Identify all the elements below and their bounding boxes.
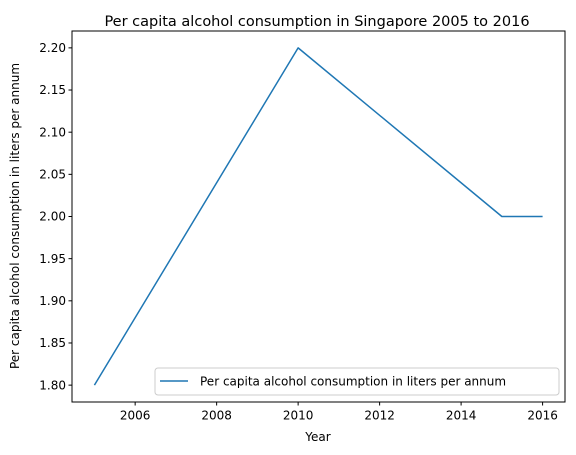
series-line [93,47,543,386]
y-tick-label: 2.00 [39,210,66,224]
y-tick-label: 1.95 [39,252,66,266]
y-axis-title: Per capita alcohol consumption in liters… [8,63,22,369]
legend-label: Per capita alcohol consumption in liters… [200,375,506,389]
series-layer [93,47,543,386]
x-axis-title: Year [304,430,330,444]
y-tick-label: 1.90 [39,294,66,308]
plot-frame [71,30,566,403]
y-tick-label: 2.20 [39,41,66,55]
plot-area: 1.80 1.85 1.90 1.95 2.00 2.05 2.10 2.15 2.20 200… [39,30,566,423]
x-tick-label: 2008 [201,409,232,423]
y-tick-label: 2.10 [39,125,66,139]
legend: Per capita alcohol consumption in liters… [154,367,560,396]
x-tick-label: 2016 [527,409,558,423]
legend-box [154,367,560,396]
x-tick-label: 2014 [446,409,477,423]
y-tick-label: 1.85 [39,336,66,350]
x-tick-label: 2006 [120,409,151,423]
x-tick-label: 2010 [283,409,314,423]
chart-title: Per capita alcohol consumption in Singap… [104,14,529,30]
x-tick-label: 2012 [364,409,395,423]
y-tick-label: 2.15 [39,83,66,97]
x-axis: 2006 2008 2010 2012 2014 2016 [120,402,558,423]
y-tick-label: 2.05 [39,168,66,182]
y-axis: 1.80 1.85 1.90 1.95 2.00 2.05 2.10 2.15 2.20 [39,41,72,392]
y-tick-label: 1.80 [39,378,66,392]
